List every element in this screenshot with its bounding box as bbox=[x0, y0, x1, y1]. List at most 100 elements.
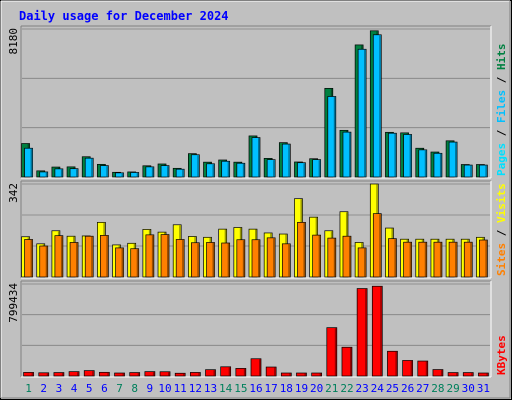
bar-files bbox=[39, 171, 49, 178]
bar-kbytes bbox=[99, 371, 110, 377]
bar-files bbox=[160, 165, 170, 178]
x-tick-label: 16 bbox=[249, 382, 262, 395]
bar-shade bbox=[122, 373, 125, 376]
bar-files bbox=[448, 141, 458, 178]
bar-kbytes bbox=[371, 285, 383, 377]
bar-shade bbox=[365, 289, 367, 376]
bar-shade bbox=[31, 372, 34, 376]
bar-kbytes bbox=[387, 350, 398, 377]
bar-shade bbox=[348, 236, 351, 277]
bar-sites bbox=[266, 237, 276, 278]
bar-kbytes bbox=[356, 288, 368, 377]
bar-files bbox=[130, 172, 140, 178]
bar-sites bbox=[418, 241, 428, 278]
bar-shade bbox=[91, 158, 93, 177]
bar-sites bbox=[206, 242, 215, 278]
bar-sites bbox=[388, 238, 397, 278]
bar-shade bbox=[303, 163, 305, 177]
bar-shade bbox=[183, 373, 185, 376]
bar-sites bbox=[236, 239, 246, 278]
bar-shade bbox=[380, 286, 382, 376]
bar-shade bbox=[319, 373, 322, 376]
legend-entry-hits: Hits bbox=[495, 44, 508, 71]
bar-sites bbox=[312, 234, 321, 278]
bar-shade bbox=[394, 133, 396, 177]
bar-shade bbox=[485, 165, 487, 177]
bar-shade bbox=[76, 169, 78, 177]
bar-shade bbox=[425, 361, 428, 376]
bar-shade bbox=[91, 236, 93, 277]
x-tick-label: 11 bbox=[174, 382, 187, 395]
bar-shade bbox=[258, 138, 260, 177]
chart-title: Daily usage for December 2024 bbox=[19, 9, 229, 23]
x-tick-label: 14 bbox=[219, 382, 233, 395]
x-tick-label: 5 bbox=[86, 382, 93, 395]
bar-shade bbox=[364, 248, 366, 277]
bar-files bbox=[54, 168, 64, 178]
bar-sites bbox=[160, 234, 170, 278]
x-tick-label: 30 bbox=[462, 382, 475, 395]
bar-sites bbox=[175, 239, 185, 278]
bar-shade bbox=[485, 240, 487, 277]
bar-kbytes bbox=[205, 369, 216, 377]
bar-files bbox=[433, 152, 443, 178]
bar-shade bbox=[439, 242, 442, 277]
bar-shade bbox=[30, 148, 33, 177]
panel-visits-sites: 342 Sites / Visits bbox=[7, 180, 508, 279]
x-tick-label: 19 bbox=[295, 382, 308, 395]
bar-files bbox=[206, 163, 215, 178]
bar-files bbox=[372, 34, 382, 178]
bar-shade bbox=[227, 243, 230, 277]
bar-shade bbox=[197, 243, 199, 277]
bar-shade bbox=[60, 169, 63, 177]
bar-files bbox=[281, 143, 291, 178]
bar-shade bbox=[274, 367, 276, 376]
bar-sites bbox=[130, 248, 140, 278]
x-tick-label: 21 bbox=[325, 382, 338, 395]
bar-shade bbox=[470, 242, 472, 277]
bar-shade bbox=[394, 239, 396, 277]
bar-kbytes bbox=[129, 372, 141, 377]
bar-kbytes bbox=[417, 360, 429, 377]
x-tick-label: 9 bbox=[147, 382, 154, 395]
bar-sites bbox=[403, 241, 412, 278]
bar-shade bbox=[60, 236, 63, 277]
bar-kbytes bbox=[402, 360, 413, 377]
bar-shade bbox=[136, 249, 139, 277]
bar-files bbox=[418, 149, 428, 178]
legend-entry-visits: Visits bbox=[495, 183, 508, 223]
x-tick-label: 27 bbox=[416, 382, 429, 395]
bar-files bbox=[145, 166, 155, 178]
bar-kbytes bbox=[280, 372, 292, 377]
bar-shade bbox=[107, 372, 109, 376]
legend-separator: / bbox=[495, 223, 508, 243]
bar-sites bbox=[479, 239, 488, 278]
legend: Pages / Files / Hits bbox=[495, 44, 508, 177]
bar-shade bbox=[456, 373, 458, 376]
bar-sites bbox=[84, 235, 94, 278]
bar-shade bbox=[182, 169, 184, 177]
panel-pages-files-hits: 8180 Pages / Files / Hits bbox=[7, 25, 508, 179]
bar-files bbox=[24, 147, 33, 178]
x-tick-label: 13 bbox=[204, 382, 217, 395]
legend-entry-pages: Pages bbox=[495, 143, 508, 176]
legend-entry-sites: Sites bbox=[495, 243, 508, 276]
bar-files bbox=[463, 164, 473, 178]
bar-shade bbox=[106, 235, 108, 277]
bar-shade bbox=[242, 240, 245, 277]
bar-kbytes bbox=[311, 372, 322, 377]
bar-shade bbox=[212, 242, 215, 277]
y-max-label: 8180 bbox=[7, 28, 20, 55]
bar-sites bbox=[327, 237, 337, 278]
bar-shade bbox=[289, 373, 291, 376]
bar-sites bbox=[281, 243, 291, 278]
bar-shade bbox=[471, 373, 473, 376]
bar-files bbox=[100, 165, 109, 178]
bar-shade bbox=[77, 372, 79, 376]
panel-kbytes: 799434 KBytes bbox=[7, 280, 508, 378]
bar-shade bbox=[304, 373, 306, 376]
bar-shade bbox=[151, 235, 154, 277]
bar-kbytes bbox=[114, 372, 125, 377]
